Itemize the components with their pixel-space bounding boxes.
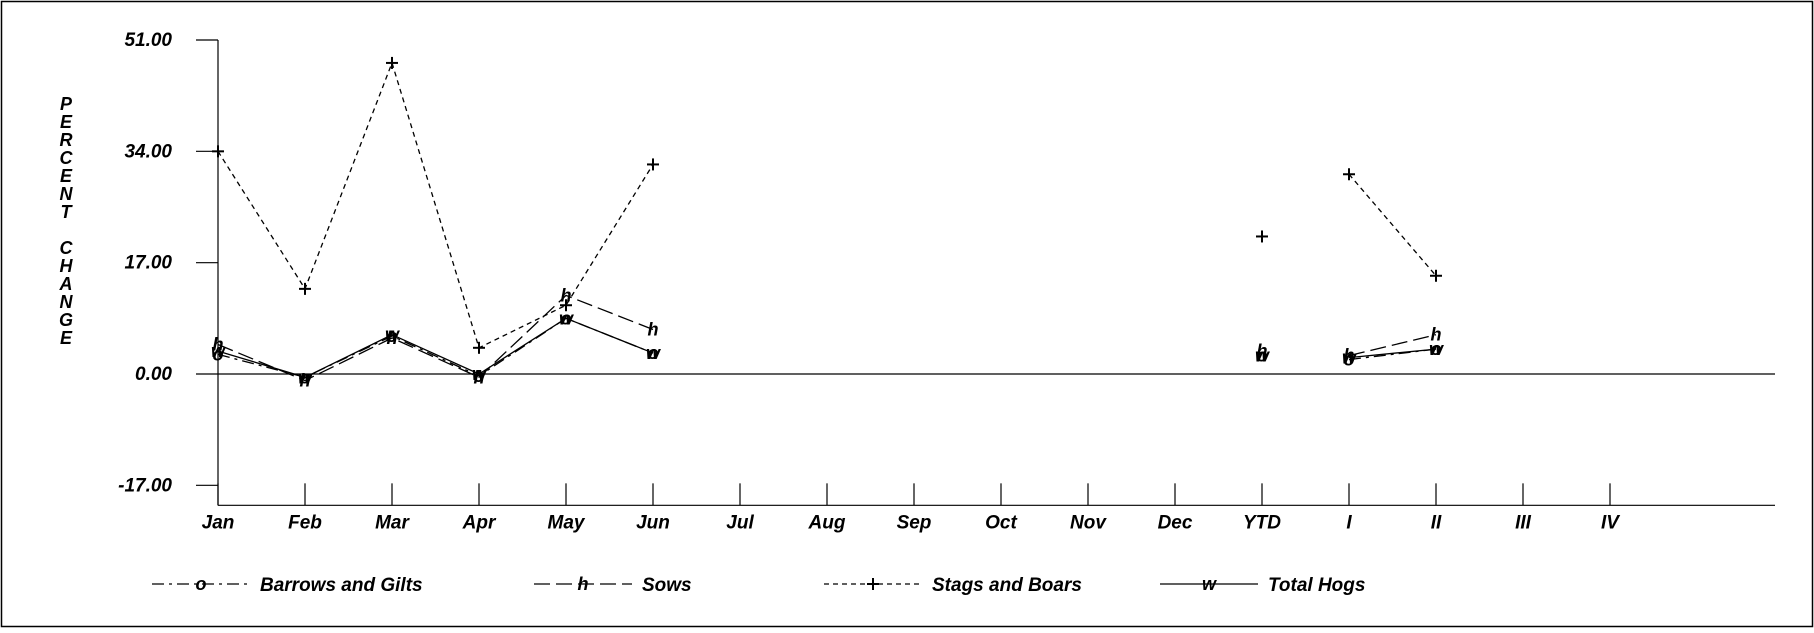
y-label-letter: N	[60, 292, 74, 312]
data-point: h	[387, 328, 398, 348]
x-tick-label: Jan	[202, 512, 235, 533]
data-point: o	[1257, 346, 1268, 366]
legend-item: w Total Hogs	[1160, 574, 1365, 596]
x-tick-label: Sep	[897, 512, 932, 533]
data-point: h	[561, 285, 572, 305]
y-label-letter: A	[59, 274, 73, 294]
legend-label: Total Hogs	[1268, 575, 1365, 596]
data-point	[299, 282, 311, 295]
x-tick-label: Nov	[1070, 512, 1107, 533]
x-tick-label: Aug	[808, 512, 846, 533]
series-stags-and-boars	[212, 56, 1442, 354]
data-point: h	[1431, 325, 1442, 345]
data-point: o	[196, 574, 207, 594]
series-sows: h h h h h h h h h	[213, 285, 1442, 390]
data-point: h	[648, 319, 659, 339]
y-label-letter: C	[60, 148, 74, 168]
legend: o Barrows and Gilts h Sows Stags and Boars w T…	[152, 574, 1365, 596]
series-line	[217, 317, 654, 378]
series-line	[1348, 173, 1437, 277]
data-point: h	[578, 574, 589, 594]
x-tick-label: Mar	[375, 512, 410, 533]
data-point	[386, 56, 398, 69]
data-point: w	[1202, 574, 1217, 594]
legend-item: o Barrows and Gilts	[152, 574, 423, 596]
data-point: o	[1344, 350, 1355, 370]
data-point: h	[300, 371, 311, 391]
data-point: w	[1342, 348, 1357, 368]
y-label-letter: T	[61, 202, 74, 222]
y-tick-label: 34.00	[124, 141, 172, 162]
y-label-letter: H	[60, 256, 74, 276]
data-point	[1343, 168, 1355, 181]
x-tick-label: YTD	[1243, 512, 1281, 533]
y-label-letter: G	[59, 310, 73, 330]
x-tick-label: IV	[1601, 512, 1620, 533]
data-point: w	[1429, 339, 1444, 359]
data-point: w	[646, 343, 661, 363]
series-line	[217, 60, 654, 349]
data-point	[473, 341, 485, 354]
y-label-letter: C	[60, 238, 74, 258]
x-tick-label: Oct	[985, 512, 1017, 533]
x-tick-label: Jul	[726, 512, 754, 533]
x-tick-label: III	[1515, 512, 1532, 533]
data-point: w	[211, 341, 226, 361]
data-point	[1430, 269, 1442, 282]
data-point: w	[1255, 346, 1270, 366]
series-total-hogs: w w w w w w w w w	[211, 308, 1444, 387]
x-tick-label: Dec	[1158, 512, 1193, 533]
y-label-letter: E	[60, 112, 73, 132]
x-tick-label: I	[1346, 512, 1352, 533]
legend-label: Barrows and Gilts	[260, 575, 423, 596]
x-tick-label: Jun	[636, 512, 670, 533]
data-point: o	[213, 344, 224, 364]
x-tick-label: May	[548, 512, 586, 533]
data-point	[560, 299, 572, 312]
legend-label: Stags and Boars	[932, 575, 1082, 596]
legend-item: Stags and Boars	[824, 575, 1082, 596]
series-line	[1348, 334, 1437, 357]
y-tick-label: 17.00	[124, 253, 172, 274]
data-point	[1256, 230, 1268, 243]
y-tick-label: -17.00	[118, 475, 172, 496]
data-point	[867, 578, 879, 590]
series-line	[217, 294, 654, 382]
data-point: w	[559, 308, 574, 328]
y-tick-label: 51.00	[124, 30, 172, 51]
x-tick-label: II	[1431, 512, 1442, 533]
y-label-letter: E	[60, 328, 73, 348]
data-point: w	[385, 325, 400, 345]
data-point: h	[1344, 346, 1355, 366]
data-point: w	[472, 364, 487, 384]
data-point: w	[298, 367, 313, 387]
data-point	[647, 158, 659, 171]
y-label-letter: P	[60, 94, 73, 114]
series-line	[1348, 348, 1437, 361]
data-point	[212, 145, 224, 158]
data-point: h	[474, 367, 485, 387]
series-line	[1348, 348, 1437, 359]
y-label-letter: N	[60, 184, 74, 204]
y-label-letter: R	[60, 130, 73, 150]
data-point: o	[474, 366, 485, 386]
data-point: h	[213, 335, 224, 355]
legend-item: h Sows	[534, 574, 692, 596]
data-point: o	[387, 326, 398, 346]
x-tick-label: Feb	[288, 512, 322, 533]
legend-label: Sows	[642, 575, 692, 596]
y-label-letter: E	[60, 166, 73, 186]
y-tick-label: 0.00	[135, 364, 172, 385]
axes: 51.00 34.00 17.00 0.00 -17.00 Jan Feb Mar Apr May…	[118, 30, 1775, 533]
x-tick-label: Apr	[462, 512, 497, 533]
data-point: h	[1257, 341, 1268, 361]
